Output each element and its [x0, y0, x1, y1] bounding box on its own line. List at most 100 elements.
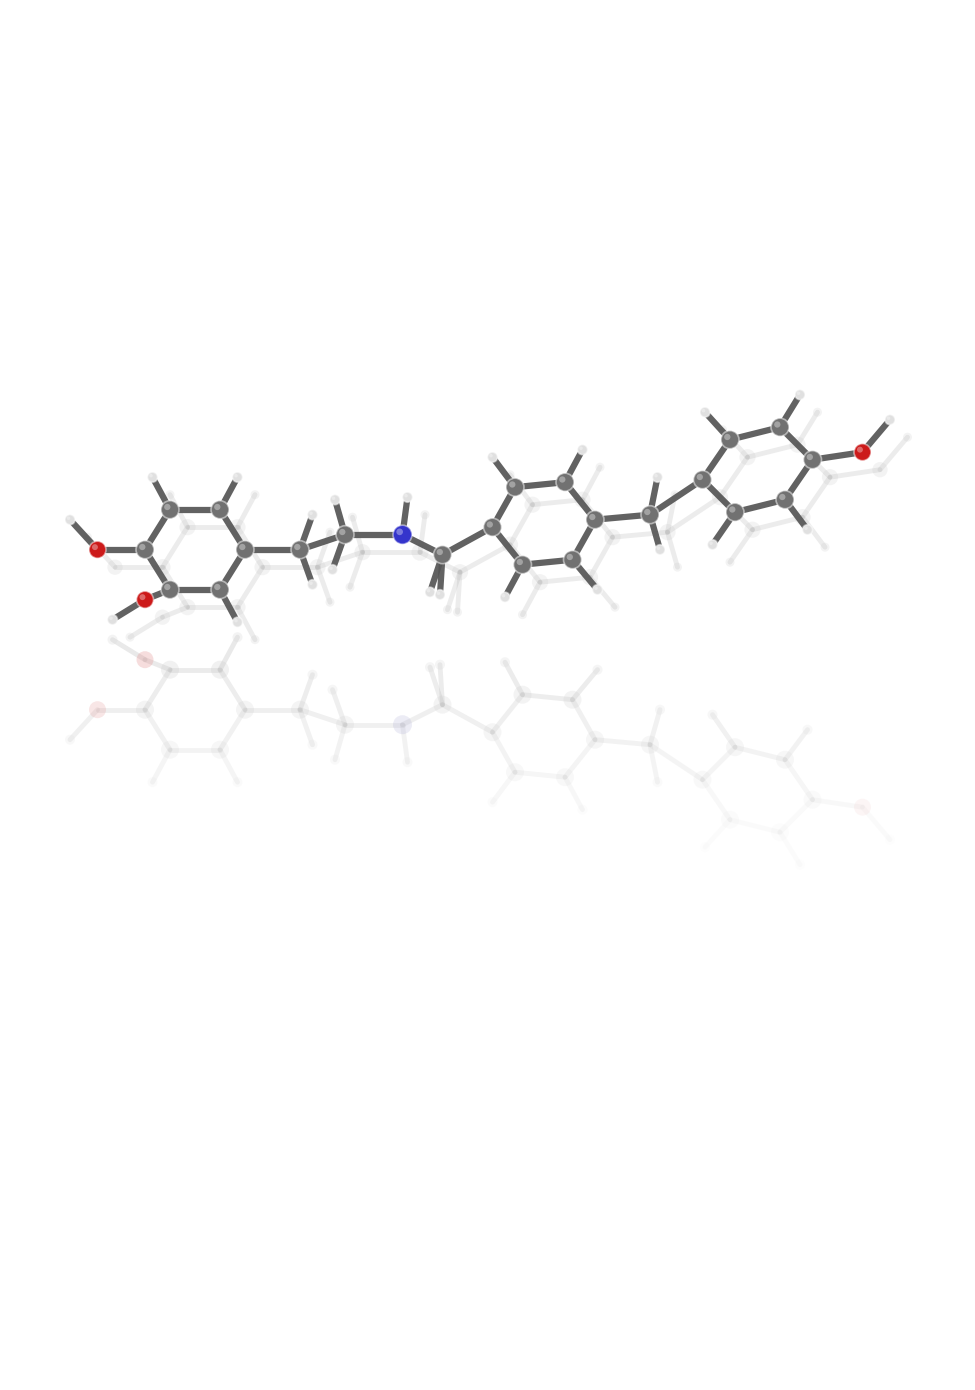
Circle shape	[774, 421, 780, 428]
Circle shape	[339, 528, 345, 535]
Circle shape	[593, 664, 603, 674]
Circle shape	[403, 758, 412, 767]
Circle shape	[126, 632, 135, 642]
Circle shape	[564, 691, 581, 709]
Circle shape	[726, 738, 744, 756]
Circle shape	[453, 607, 462, 617]
Circle shape	[729, 506, 735, 513]
Circle shape	[525, 496, 540, 513]
Circle shape	[161, 741, 179, 759]
Circle shape	[654, 474, 658, 477]
Circle shape	[813, 407, 822, 417]
Circle shape	[700, 407, 710, 417]
Circle shape	[251, 491, 259, 499]
Circle shape	[307, 510, 318, 520]
Circle shape	[806, 455, 813, 460]
Circle shape	[518, 610, 527, 619]
Circle shape	[559, 477, 566, 482]
Circle shape	[652, 473, 662, 482]
Circle shape	[307, 580, 318, 589]
Circle shape	[234, 474, 238, 477]
Circle shape	[254, 559, 271, 575]
Circle shape	[161, 660, 179, 678]
Circle shape	[594, 587, 598, 589]
Circle shape	[89, 701, 106, 719]
Circle shape	[164, 584, 171, 591]
Circle shape	[873, 461, 887, 477]
Circle shape	[239, 543, 246, 550]
Circle shape	[155, 610, 171, 626]
Circle shape	[697, 474, 703, 480]
Circle shape	[336, 525, 354, 543]
Circle shape	[574, 492, 591, 507]
Circle shape	[708, 539, 718, 549]
Circle shape	[517, 559, 523, 566]
Circle shape	[396, 528, 403, 535]
Circle shape	[790, 436, 805, 453]
Circle shape	[136, 591, 153, 609]
Circle shape	[885, 414, 895, 425]
Text: alamy: alamy	[24, 1336, 116, 1364]
Circle shape	[427, 589, 430, 592]
Circle shape	[821, 542, 830, 552]
Circle shape	[232, 632, 243, 642]
Circle shape	[886, 417, 890, 420]
Circle shape	[354, 543, 370, 560]
Circle shape	[330, 755, 340, 765]
Circle shape	[326, 598, 334, 606]
Circle shape	[139, 543, 145, 550]
Circle shape	[484, 723, 501, 741]
Circle shape	[65, 735, 75, 745]
Circle shape	[652, 777, 662, 787]
Circle shape	[644, 509, 650, 516]
Circle shape	[556, 769, 574, 787]
Circle shape	[443, 605, 452, 614]
Circle shape	[451, 564, 468, 580]
Circle shape	[251, 635, 259, 644]
Circle shape	[556, 473, 574, 491]
Circle shape	[673, 563, 682, 571]
Circle shape	[154, 559, 171, 575]
Circle shape	[136, 541, 154, 559]
Circle shape	[411, 543, 429, 560]
Circle shape	[435, 660, 445, 670]
Text: www.alamy.com: www.alamy.com	[845, 1359, 946, 1369]
Circle shape	[232, 617, 243, 627]
Circle shape	[579, 446, 583, 450]
Circle shape	[92, 543, 98, 550]
Circle shape	[804, 527, 807, 530]
Circle shape	[405, 493, 408, 498]
Circle shape	[348, 513, 357, 521]
Circle shape	[506, 478, 524, 496]
Circle shape	[506, 763, 524, 781]
Circle shape	[232, 777, 243, 787]
Circle shape	[771, 418, 789, 436]
Circle shape	[802, 724, 812, 735]
Circle shape	[709, 542, 713, 545]
Circle shape	[502, 594, 505, 598]
Circle shape	[610, 603, 619, 612]
Circle shape	[136, 701, 154, 719]
Circle shape	[655, 545, 665, 555]
Circle shape	[328, 564, 337, 574]
Circle shape	[136, 651, 153, 669]
Circle shape	[161, 581, 179, 599]
Circle shape	[514, 685, 531, 703]
Circle shape	[718, 425, 727, 434]
Circle shape	[795, 509, 810, 525]
Circle shape	[211, 581, 229, 599]
Circle shape	[65, 514, 75, 524]
Circle shape	[307, 739, 318, 749]
Circle shape	[291, 541, 309, 559]
Circle shape	[236, 541, 254, 559]
Circle shape	[211, 741, 229, 759]
Circle shape	[514, 556, 531, 574]
Circle shape	[425, 587, 435, 598]
Circle shape	[721, 810, 739, 828]
Circle shape	[712, 489, 728, 506]
Circle shape	[822, 468, 838, 485]
Circle shape	[149, 474, 153, 477]
Circle shape	[693, 471, 712, 489]
Circle shape	[589, 514, 596, 520]
Circle shape	[309, 512, 313, 514]
